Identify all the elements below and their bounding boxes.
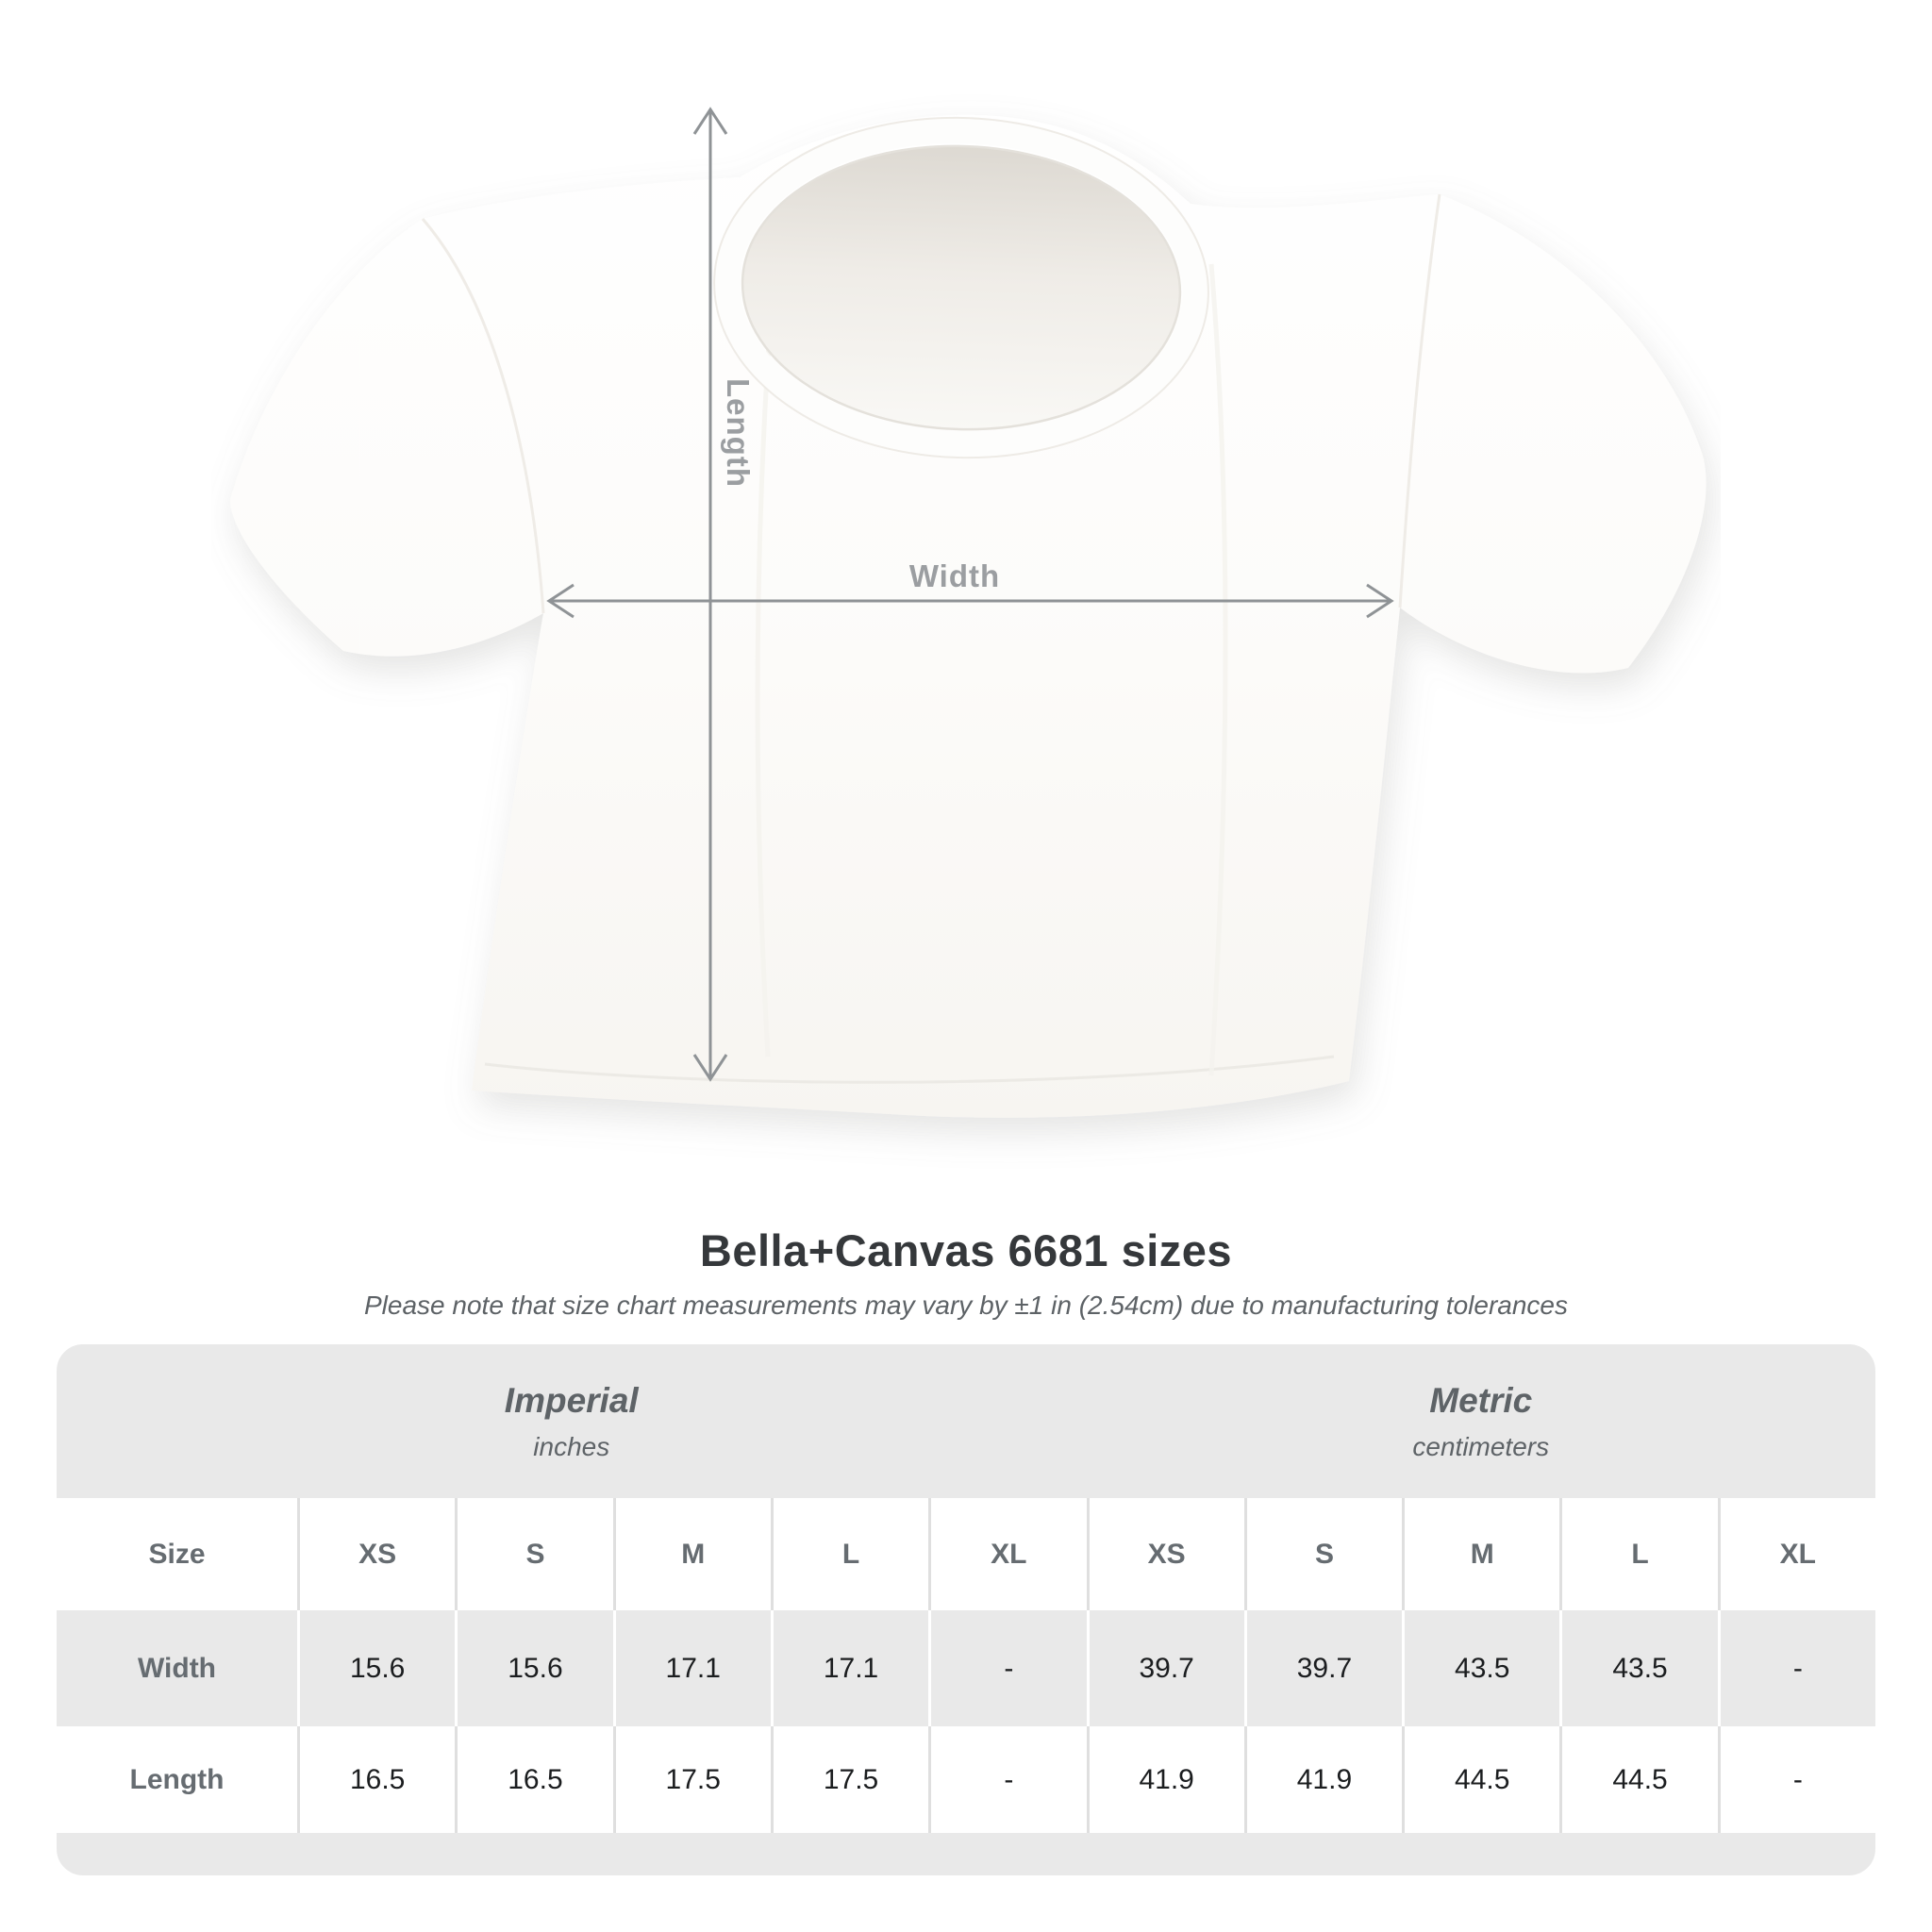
length-imperial-s: 16.5 [455,1726,613,1833]
width-metric-xs: 39.7 [1086,1610,1244,1726]
width-imperial-s: 15.6 [455,1610,613,1726]
width-metric-l: 43.5 [1559,1610,1718,1726]
length-metric-m: 44.5 [1402,1726,1560,1833]
page-title: Bella+Canvas 6681 sizes [699,1225,1233,1275]
size-col-imperial-xs: XS [297,1498,456,1610]
metric-group-header: Metric centimeters [1086,1344,1875,1498]
size-col-metric-xl: XL [1717,1498,1875,1610]
tolerance-note: Please note that size chart measurements… [364,1291,1568,1320]
width-imperial-xl: - [928,1610,1087,1726]
length-metric-xl: - [1717,1726,1875,1833]
width-metric-s: 39.7 [1243,1610,1403,1726]
size-col-imperial-m: M [612,1498,771,1610]
length-arrow [692,107,728,1082]
length-metric-xs: 41.9 [1086,1726,1244,1833]
metric-group-unit: centimeters [1412,1431,1550,1461]
width-arrow [546,583,1394,619]
length-imperial-l: 17.5 [770,1726,929,1833]
size-col-metric-l: L [1559,1498,1718,1610]
table-footer-band [57,1833,1875,1875]
width-metric-xl: - [1717,1610,1875,1726]
length-metric-l: 44.5 [1559,1726,1718,1833]
product-photo: Length Width [230,107,1707,1118]
imperial-group-header: Imperial inches [57,1344,1087,1498]
size-col-imperial-xl: XL [928,1498,1087,1610]
tshirt-image [230,114,1707,1118]
metric-group-label: Metric [1429,1380,1533,1420]
width-imperial-xs: 15.6 [297,1610,456,1726]
length-imperial-m: 17.5 [612,1726,771,1833]
length-metric-s: 41.9 [1243,1726,1403,1833]
imperial-group-unit: inches [533,1431,610,1461]
length-row-label: Length [57,1726,297,1833]
size-col-imperial-s: S [455,1498,613,1610]
length-imperial-xs: 16.5 [297,1726,456,1833]
size-col-metric-xs: XS [1086,1498,1244,1610]
length-imperial-xl: - [928,1726,1087,1833]
width-dimension-label: Width [908,558,1001,593]
width-row-label: Width [57,1610,297,1726]
size-header-cell: Size [57,1498,297,1610]
measurement-arrows [546,107,1394,1082]
size-col-metric-m: M [1402,1498,1560,1610]
size-col-metric-s: S [1243,1498,1403,1610]
size-table: Imperial inches Metric centimeters Size … [57,1344,1875,1875]
width-metric-m: 43.5 [1402,1610,1560,1726]
imperial-group-label: Imperial [504,1380,639,1420]
size-col-imperial-l: L [770,1498,929,1610]
width-imperial-m: 17.1 [612,1610,771,1726]
length-dimension-label: Length [721,378,756,488]
width-imperial-l: 17.1 [770,1610,929,1726]
